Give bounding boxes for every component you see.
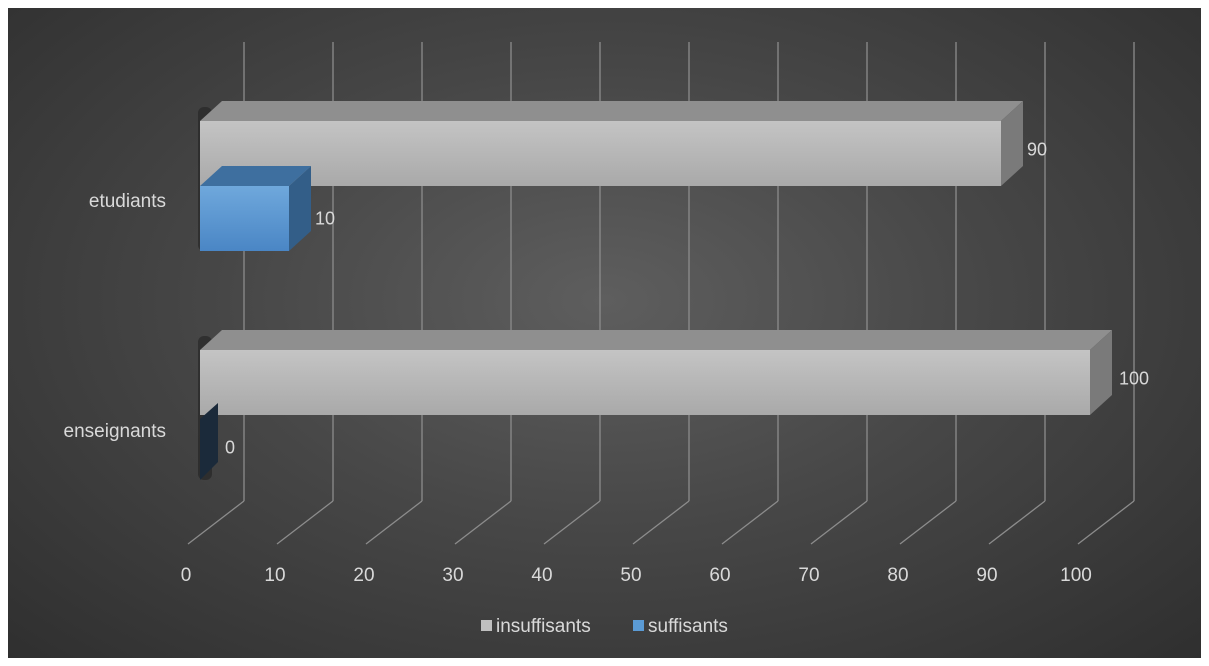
bar-suffisants-enseignants [200,403,218,480]
gridline-floor [632,500,690,545]
data-label: 100 [1119,369,1149,389]
bar-insuffisants-enseignants [200,350,1090,415]
gridline-floor [454,500,512,545]
bar-top-face [200,166,311,186]
x-tick-label: 100 [1060,565,1092,586]
x-tick-label: 20 [353,565,374,586]
category-label: etudiants [89,191,166,212]
x-tick-label: 50 [620,565,641,586]
bar-side-face [1090,330,1112,415]
legend-swatch [481,620,492,631]
x-tick-label: 80 [887,565,908,586]
gridline-floor [721,500,779,545]
gridline-floor [187,500,245,545]
x-tick-label: 90 [976,565,997,586]
bar-top-face [200,101,1023,121]
legend-swatch [633,620,644,631]
legend-label: suffisants [648,616,728,637]
gridline-floor [365,500,423,545]
bar-side-face [289,166,311,251]
gridline-floor [899,500,957,545]
category-label: enseignants [64,421,166,442]
bar-suffisants-etudiants [200,186,289,251]
x-tick-label: 10 [264,565,285,586]
gridline-floor [810,500,868,545]
legend-label: insuffisants [496,616,591,637]
x-tick-label: 40 [531,565,552,586]
gridline-floor [1077,500,1135,545]
data-label: 90 [1027,140,1047,160]
gridline-floor [988,500,1046,545]
x-tick-label: 0 [181,565,192,586]
x-tick-label: 70 [798,565,819,586]
gridline-floor [276,500,334,545]
x-tick-label: 60 [709,565,730,586]
bar-insuffisants-etudiants [200,121,1001,186]
gridline-floor [543,500,601,545]
data-label: 10 [315,209,335,229]
chart-area: 0 10 20 30 40 50 60 70 80 90 100 enseignants 100 0 et… [8,8,1201,658]
bar-top-face [200,330,1112,350]
bar-side-face [1001,101,1023,186]
x-tick-label: 30 [442,565,463,586]
data-label: 0 [225,438,235,458]
